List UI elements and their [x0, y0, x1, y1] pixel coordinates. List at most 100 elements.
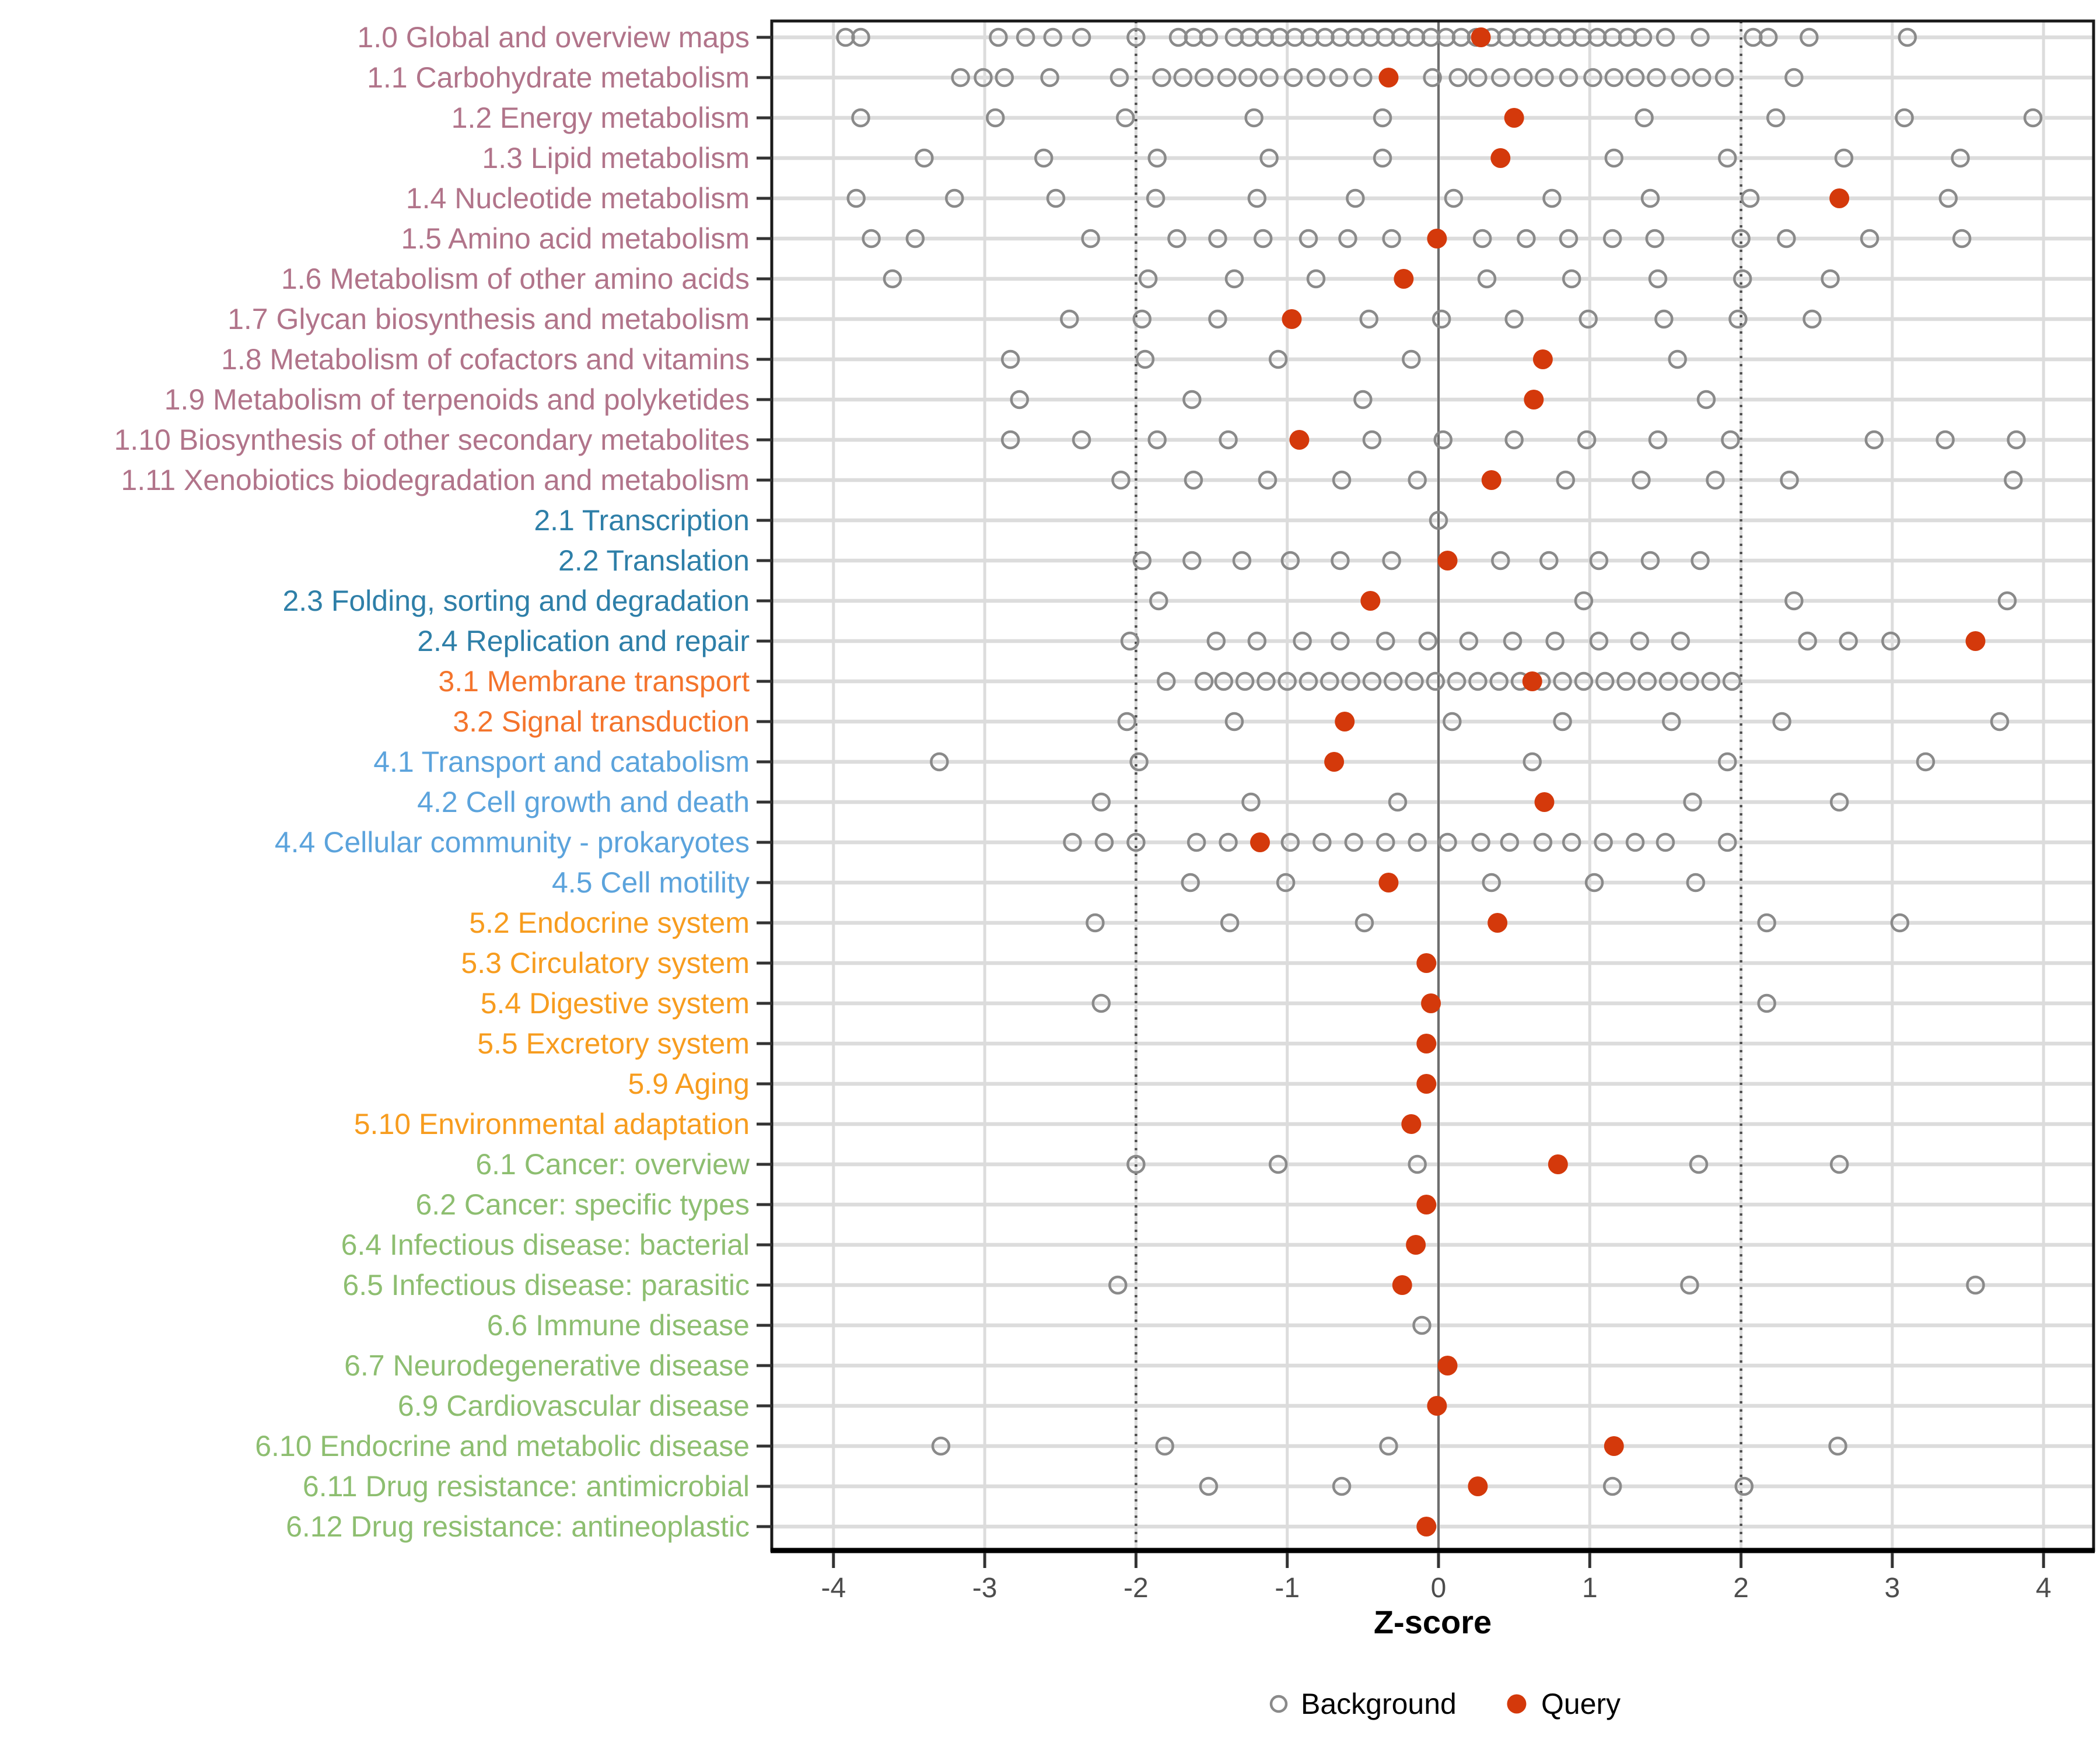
query-point — [1534, 792, 1555, 812]
y-axis-label: 6.11 Drug resistance: antimicrobial — [303, 1470, 750, 1503]
y-axis-label: 5.10 Environmental adaptation — [354, 1108, 750, 1140]
background-point — [1331, 551, 1350, 570]
background-point — [1706, 470, 1725, 490]
background-point — [1132, 309, 1152, 329]
x-tick-label: 0 — [1431, 1573, 1447, 1604]
background-point — [1214, 671, 1234, 691]
background-point — [1468, 68, 1488, 88]
background-point — [1418, 631, 1438, 651]
background-point — [1173, 68, 1193, 88]
background-point — [1199, 1476, 1219, 1496]
background-point — [1072, 430, 1091, 450]
background-point — [1952, 229, 1972, 249]
query-point — [1335, 712, 1355, 732]
background-point — [1276, 873, 1296, 892]
background-point — [1298, 671, 1318, 691]
background-point — [1696, 390, 1716, 410]
background-point — [1533, 832, 1553, 852]
y-axis-label: 6.12 Drug resistance: antineoplastic — [286, 1510, 750, 1543]
background-point — [1147, 148, 1167, 168]
background-point — [1444, 188, 1464, 208]
background-point — [1040, 68, 1059, 88]
query-point — [1481, 470, 1502, 490]
background-point — [1633, 27, 1653, 47]
background-point — [1217, 68, 1237, 88]
background-point — [1081, 229, 1100, 249]
y-axis-label: 1.1 Carbohydrate metabolism — [367, 61, 750, 94]
background-point — [1232, 551, 1252, 570]
query-point — [1416, 1034, 1437, 1054]
background-point — [1010, 390, 1029, 410]
background-point — [1000, 430, 1020, 450]
panel-border — [770, 19, 2095, 1552]
background-point — [1194, 68, 1214, 88]
legend-background-label: Background — [1301, 1688, 1457, 1720]
y-axis-label: 5.4 Digestive system — [481, 987, 750, 1020]
background-point — [1574, 591, 1594, 611]
background-point — [1063, 832, 1082, 852]
background-point — [1829, 792, 1849, 812]
query-point — [1392, 1275, 1412, 1295]
background-point — [1757, 913, 1776, 933]
background-point — [1129, 752, 1149, 772]
background-point — [1602, 1476, 1622, 1496]
query-point — [1394, 269, 1414, 289]
query-point — [1488, 913, 1508, 933]
background-point — [1206, 631, 1226, 651]
background-point — [1680, 671, 1699, 691]
y-axis-label: 4.5 Cell motility — [552, 866, 750, 899]
background-point — [851, 27, 870, 47]
query-point — [1524, 390, 1544, 410]
y-axis-label: 2.3 Folding, sorting and degradation — [282, 584, 750, 617]
y-axis-label: 6.4 Infectious disease: bacterial — [341, 1228, 750, 1261]
y-axis-label: 3.1 Membrane transport — [438, 665, 750, 698]
background-point — [1155, 1436, 1174, 1456]
query-point — [1416, 1074, 1437, 1094]
background-point — [1110, 68, 1129, 88]
background-point — [1258, 470, 1278, 490]
background-point — [1268, 349, 1288, 369]
y-axis-label: 6.9 Cardiovascular disease — [398, 1390, 750, 1422]
background-point — [1553, 671, 1572, 691]
background-point — [1680, 1275, 1699, 1295]
background-point — [1829, 1154, 1849, 1174]
x-tick-label: -2 — [1124, 1573, 1149, 1604]
query-point — [1604, 1436, 1624, 1456]
background-point — [1298, 229, 1318, 249]
background-point — [1658, 671, 1678, 691]
background-point — [1253, 229, 1273, 249]
y-axis-label: 6.10 Endocrine and metabolic disease — [255, 1430, 750, 1462]
background-point — [1671, 631, 1690, 651]
x-tick-label: -1 — [1275, 1573, 1300, 1604]
background-point — [951, 68, 970, 88]
background-point — [1220, 913, 1240, 933]
background-point — [1376, 832, 1395, 852]
y-axis-label: 1.0 Global and overview maps — [357, 21, 750, 54]
background-point — [1491, 68, 1510, 88]
background-point — [1759, 27, 1778, 47]
background-point — [1645, 229, 1665, 249]
query-point — [1427, 1396, 1447, 1416]
background-point — [1625, 832, 1645, 852]
background-point — [1341, 671, 1360, 691]
background-point — [1224, 712, 1244, 732]
query-point — [1289, 430, 1310, 450]
query-point — [1548, 1154, 1568, 1174]
background-point — [1459, 631, 1479, 651]
background-point — [1640, 551, 1660, 570]
background-point — [1388, 792, 1408, 812]
query-point — [1532, 349, 1553, 369]
background-point — [1208, 309, 1227, 329]
background-point — [2007, 430, 2026, 450]
background-point — [1362, 671, 1382, 691]
background-point — [1194, 671, 1214, 691]
background-point — [1149, 591, 1168, 611]
background-point — [1895, 108, 1914, 128]
background-point — [1472, 229, 1492, 249]
background-point — [1616, 671, 1636, 691]
background-point — [1184, 470, 1203, 490]
y-axis-label: 2.4 Replication and repair — [417, 625, 750, 657]
background-point — [1338, 229, 1357, 249]
legend-query-label: Query — [1541, 1688, 1620, 1720]
